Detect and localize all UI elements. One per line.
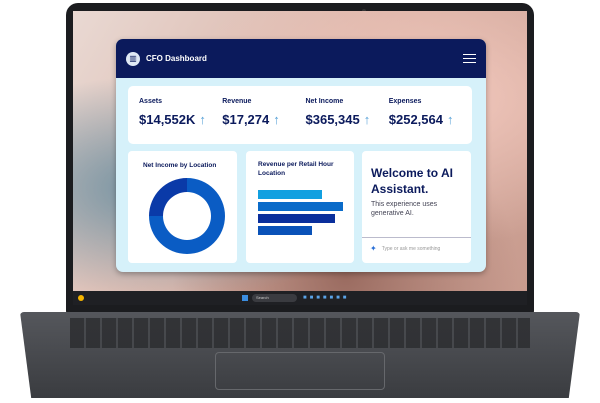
- screen: ▥ CFO Dashboard Assets $14,552K ↑ Revenue $…: [73, 11, 527, 305]
- kpi-card: Assets $14,552K ↑ Revenue $17,274 ↑ Net Inco…: [128, 86, 472, 144]
- pinned-apps[interactable]: ■■■■■■■: [303, 295, 350, 301]
- header: ▥ CFO Dashboard: [116, 39, 486, 78]
- assistant-input[interactable]: ✦ Type or ask me something: [362, 238, 471, 259]
- bar-chart: [258, 190, 343, 235]
- arrow-up-icon: ↑: [273, 112, 280, 127]
- hamburger-icon[interactable]: [463, 52, 476, 66]
- kpi-value: $252,564: [388, 112, 443, 127]
- bar[interactable]: [258, 226, 312, 235]
- dashboard-window: ▥ CFO Dashboard Assets $14,552K ↑ Revenue $…: [116, 39, 486, 272]
- touchpad: [215, 352, 385, 390]
- assistant-title: Welcome to AI Assistant.: [371, 166, 454, 196]
- weather-icon[interactable]: [78, 295, 84, 301]
- kpi-value: $17,274: [222, 112, 270, 127]
- kpi-value: $14,552K: [139, 112, 196, 127]
- bar[interactable]: [258, 190, 322, 199]
- revenue-card[interactable]: Revenue per Retail Hour Location: [246, 151, 354, 263]
- donut-chart: [149, 178, 225, 254]
- donut-slice[interactable]: [149, 178, 187, 216]
- kpi-assets: Assets $14,552K ↑: [139, 98, 222, 144]
- card-title: Revenue per Retail Hour Location: [258, 161, 334, 177]
- bar[interactable]: [258, 202, 343, 211]
- kpi-revenue: Revenue $17,274 ↑: [222, 98, 305, 144]
- app-title: CFO Dashboard: [146, 54, 207, 63]
- card-title: Net Income by Location: [143, 162, 217, 169]
- arrow-up-icon: ↑: [446, 112, 454, 127]
- input-placeholder: Type or ask me something: [381, 245, 441, 252]
- arrow-up-icon: ↑: [363, 112, 371, 127]
- search-box[interactable]: Search: [252, 294, 297, 302]
- kpi-label: Expenses: [388, 98, 422, 105]
- kpi-label: Assets: [139, 98, 162, 105]
- keyboard: [70, 318, 530, 348]
- kpi-value: $365,345: [305, 112, 360, 127]
- kpi-net-income: Net Income $365,345 ↑: [306, 98, 389, 144]
- kpi-label: Revenue: [222, 98, 252, 105]
- arrow-up-icon: ↑: [199, 112, 206, 127]
- kpi-label: Net Income: [305, 98, 344, 105]
- start-icon[interactable]: [242, 295, 248, 301]
- kpi-expenses: Expenses $252,564 ↑: [389, 98, 472, 144]
- assistant-subtitle: This experience uses generative AI.: [371, 201, 438, 217]
- sparkle-icon: ✦: [370, 244, 377, 253]
- donut-slice[interactable]: [149, 178, 225, 254]
- assistant-card: Welcome to AI Assistant. This experience…: [362, 151, 471, 263]
- chart-icon: ▥: [126, 51, 140, 66]
- net-income-card[interactable]: Net Income by Location: [128, 151, 237, 263]
- taskbar: Search ■■■■■■■: [73, 291, 527, 305]
- bar[interactable]: [258, 214, 336, 223]
